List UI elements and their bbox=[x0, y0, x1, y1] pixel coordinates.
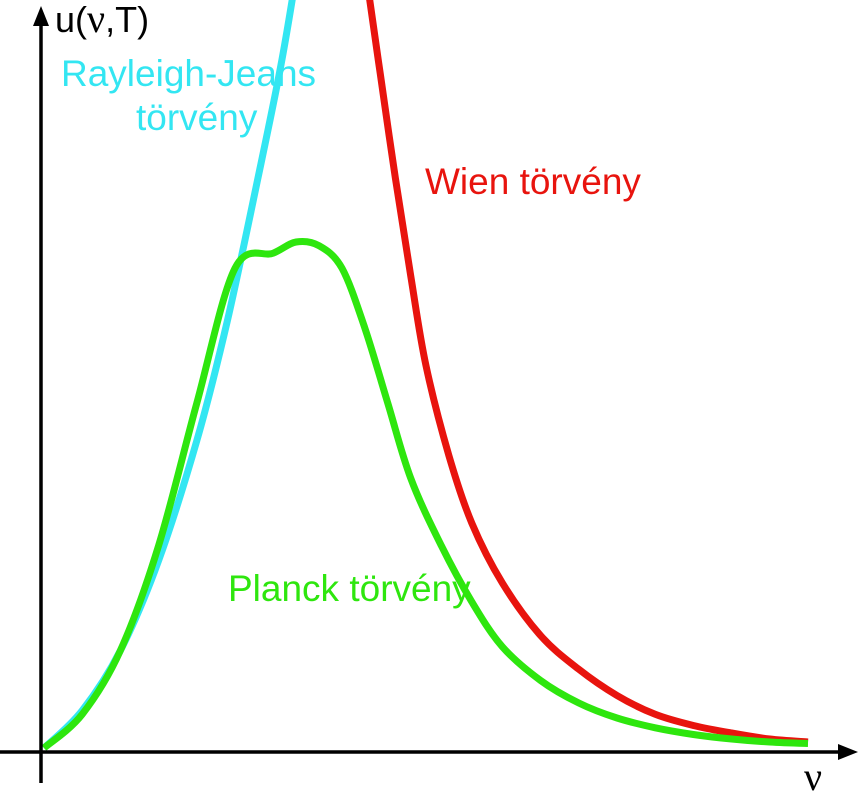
y-axis-arrow bbox=[33, 6, 49, 26]
y-axis-label-left: u( bbox=[55, 0, 87, 40]
series-line-wien bbox=[366, 0, 809, 746]
plot-curves bbox=[41, 0, 809, 751]
series-label-rayleigh-jeans: Rayleigh-Jeans törvény bbox=[61, 53, 326, 138]
y-axis-label: u(ν,T) bbox=[55, 0, 149, 41]
series-line-planck bbox=[41, 237, 809, 751]
y-axis-label-right: ,T) bbox=[105, 0, 149, 40]
series-label-rayleigh-jeans-line2: törvény bbox=[136, 97, 258, 138]
series-label-planck: Planck törvény bbox=[228, 568, 471, 609]
series-label-rayleigh-jeans-line1: Rayleigh-Jeans bbox=[61, 53, 316, 94]
x-axis-label: ν bbox=[804, 754, 822, 796]
series-label-wien: Wien törvény bbox=[425, 161, 641, 202]
y-axis-label-nu: ν bbox=[87, 0, 105, 41]
x-axis-arrow bbox=[838, 744, 858, 760]
